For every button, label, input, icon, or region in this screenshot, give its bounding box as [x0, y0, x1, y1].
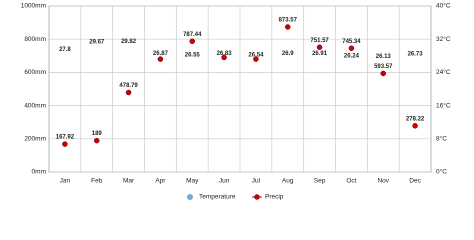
precip-point — [253, 56, 259, 62]
temperature-label: 26.73 — [408, 52, 424, 58]
precip-point — [62, 141, 68, 147]
temperature-label: 26.13 — [376, 54, 392, 60]
legend-label: Temperature — [199, 194, 236, 201]
temperature-label: 26.55 — [185, 52, 201, 58]
temperature-label: 26.54 — [248, 52, 264, 58]
legend-marker — [254, 194, 260, 200]
x-tick-label: Apr — [155, 178, 166, 185]
temperature-label: 26.83 — [217, 51, 233, 57]
x-tick-label: Dec — [409, 178, 421, 185]
y-tick-label: 200mm — [24, 136, 46, 143]
y2-tick-label: 32°C — [436, 35, 451, 43]
y2-tick-label: 0°C — [436, 168, 447, 176]
precip-point — [412, 123, 418, 129]
temperature-label: 26.87 — [153, 51, 169, 57]
precip-label: 478.79 — [119, 83, 138, 89]
precip-label: 751.57 — [310, 38, 329, 44]
temperature-label: 26.9 — [282, 51, 294, 57]
y-tick-label: 1000mm — [21, 3, 46, 10]
precip-label: 189 — [92, 131, 103, 137]
x-tick-label: Mar — [123, 178, 135, 185]
precip-point — [157, 56, 164, 62]
chart: 0mm 200mm 400mm 600mm 800mm 1000mm 0°C 8°C 16°C 2… — [21, 2, 451, 201]
x-tick-label: May — [186, 178, 199, 185]
x-tick-label: Jan — [60, 178, 71, 185]
precip-point — [316, 44, 323, 50]
y-tick-label: 800mm — [24, 36, 46, 43]
precip-point — [221, 54, 227, 61]
precip-point — [348, 45, 355, 52]
precip-label: 787.44 — [183, 32, 202, 38]
x-tick-label: Oct — [346, 178, 356, 185]
precip-label: 873.57 — [279, 18, 298, 24]
temperature-label: 27.8 — [59, 47, 71, 53]
precip-point — [380, 70, 386, 77]
precip-point — [94, 137, 100, 144]
precip-label: 278.22 — [406, 116, 425, 122]
y-tick-label: 0mm — [32, 169, 46, 176]
precip-label: 167.92 — [56, 135, 75, 141]
x-tick-label: Aug — [282, 178, 294, 185]
x-tick-label: Jun — [219, 178, 230, 185]
y2-tick-label: 16°C — [436, 101, 451, 109]
y2-tick-label: 8°C — [436, 135, 447, 143]
temperature-label: 29.67 — [89, 39, 105, 45]
x-tick-label: Feb — [91, 178, 103, 185]
precip-label: 593.57 — [374, 64, 393, 70]
temperature-label: 29.82 — [121, 39, 137, 45]
x-tick-label: Sep — [314, 178, 326, 185]
y-tick-label: 600mm — [24, 69, 46, 76]
legend-label: Precip — [265, 194, 284, 201]
y-tick-label: 400mm — [24, 102, 46, 109]
temperature-label: 26.24 — [344, 54, 360, 60]
temperature-label: 26.91 — [312, 51, 328, 57]
x-tick-label: Jul — [252, 178, 261, 185]
x-tick-label: Nov — [377, 178, 389, 185]
y2-tick-label: 40°C — [436, 2, 451, 10]
precip-point — [189, 38, 195, 45]
precip-point — [125, 89, 132, 96]
y2-tick-label: 24°C — [436, 68, 451, 76]
precip-point — [285, 24, 291, 30]
legend-marker — [187, 194, 193, 200]
precip-label: 745.34 — [342, 39, 361, 45]
